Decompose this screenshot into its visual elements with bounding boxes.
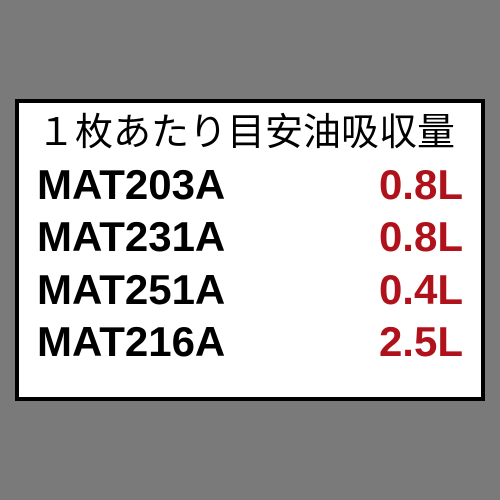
table-row: MAT216A 2.5L [37, 316, 463, 369]
product-code: MAT203A [37, 159, 225, 212]
spec-rows: MAT203A 0.8L MAT231A 0.8L MAT251A 0.4L M… [37, 159, 463, 369]
absorption-value: 0.4L [379, 264, 463, 317]
absorption-value: 2.5L [379, 316, 463, 369]
product-code: MAT231A [37, 211, 225, 264]
product-code: MAT216A [37, 316, 225, 369]
table-row: MAT251A 0.4L [37, 264, 463, 317]
table-row: MAT203A 0.8L [37, 159, 463, 212]
table-row: MAT231A 0.8L [37, 211, 463, 264]
spec-card: １枚あたり目安油吸収量 MAT203A 0.8L MAT231A 0.8L MA… [15, 99, 485, 401]
product-code: MAT251A [37, 264, 225, 317]
card-title: １枚あたり目安油吸収量 [37, 111, 463, 157]
absorption-value: 0.8L [379, 159, 463, 212]
absorption-value: 0.8L [379, 211, 463, 264]
